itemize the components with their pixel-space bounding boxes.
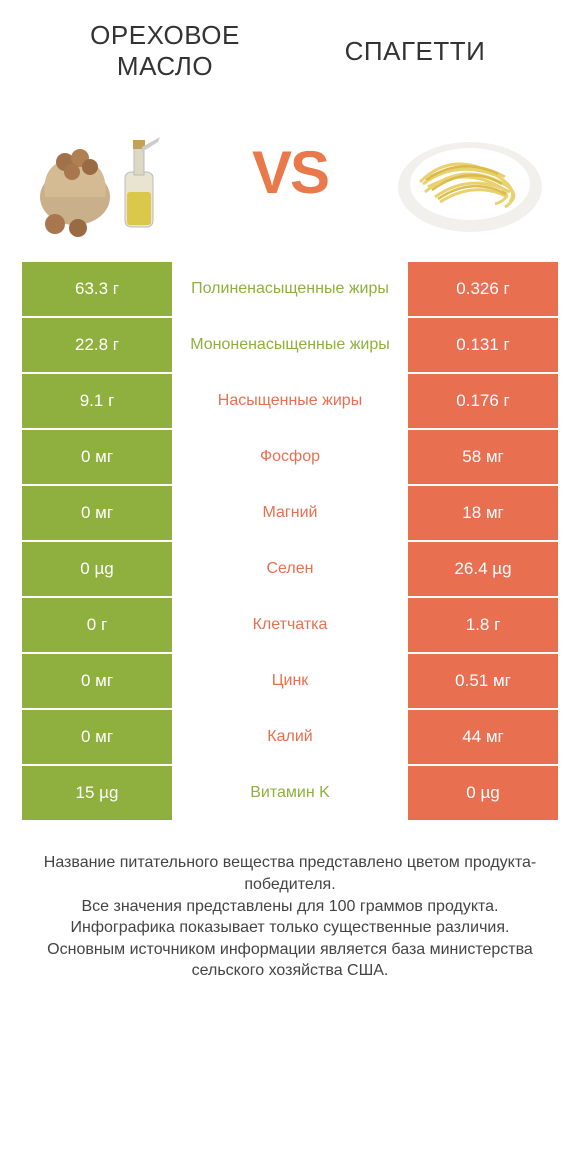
table-row: 63.3 гПолиненасыщенные жиры0.326 г: [22, 262, 558, 316]
footer-line: Название питательного вещества представл…: [30, 852, 550, 895]
nutrient-label: Калий: [172, 710, 408, 764]
footer-line: Основным источником информации является …: [30, 939, 550, 982]
table-row: 0 мгМагний18 мг: [22, 486, 558, 540]
value-left: 0 мг: [22, 430, 172, 484]
value-right: 0.51 мг: [408, 654, 558, 708]
table-row: 0 µgСелен26.4 µg: [22, 542, 558, 596]
value-right: 0 µg: [408, 766, 558, 820]
nutrient-label: Магний: [172, 486, 408, 540]
value-left: 0 µg: [22, 542, 172, 596]
value-right: 0.131 г: [408, 318, 558, 372]
product-right-image: [390, 102, 550, 242]
table-row: 9.1 гНасыщенные жиры0.176 г: [22, 374, 558, 428]
nutrient-label: Фосфор: [172, 430, 408, 484]
nutrient-label: Витамин K: [172, 766, 408, 820]
value-left: 63.3 г: [22, 262, 172, 316]
vs-label: VS: [252, 138, 328, 207]
value-right: 26.4 µg: [408, 542, 558, 596]
value-left: 0 мг: [22, 710, 172, 764]
nutrient-label: Селен: [172, 542, 408, 596]
value-left: 22.8 г: [22, 318, 172, 372]
nutrient-label: Мононенасыщенные жиры: [172, 318, 408, 372]
nutrient-label: Цинк: [172, 654, 408, 708]
value-left: 0 г: [22, 598, 172, 652]
product-left-image: [30, 102, 190, 242]
product-right-title: Спагетти: [290, 20, 540, 82]
product-left-title: Ореховое масло: [40, 20, 290, 82]
value-left: 15 µg: [22, 766, 172, 820]
comparison-table: 63.3 гПолиненасыщенные жиры0.326 г22.8 г…: [0, 262, 580, 820]
value-right: 58 мг: [408, 430, 558, 484]
footer-line: Инфографика показывает только существенн…: [30, 917, 550, 939]
value-left: 0 мг: [22, 486, 172, 540]
footer-notes: Название питательного вещества представл…: [0, 822, 580, 982]
value-left: 0 мг: [22, 654, 172, 708]
nutrient-label: Полиненасыщенные жиры: [172, 262, 408, 316]
value-left: 9.1 г: [22, 374, 172, 428]
images-row: VS: [0, 92, 580, 262]
footer-line: Все значения представлены для 100 граммо…: [30, 896, 550, 918]
table-row: 15 µgВитамин K0 µg: [22, 766, 558, 820]
value-right: 0.326 г: [408, 262, 558, 316]
value-right: 18 мг: [408, 486, 558, 540]
value-right: 0.176 г: [408, 374, 558, 428]
value-right: 1.8 г: [408, 598, 558, 652]
nutrient-label: Клетчатка: [172, 598, 408, 652]
table-row: 0 мгФосфор58 мг: [22, 430, 558, 484]
nutrient-label: Насыщенные жиры: [172, 374, 408, 428]
value-right: 44 мг: [408, 710, 558, 764]
table-row: 0 гКлетчатка1.8 г: [22, 598, 558, 652]
header: Ореховое масло Спагетти: [0, 0, 580, 92]
table-row: 22.8 гМононенасыщенные жиры0.131 г: [22, 318, 558, 372]
table-row: 0 мгЦинк0.51 мг: [22, 654, 558, 708]
table-row: 0 мгКалий44 мг: [22, 710, 558, 764]
